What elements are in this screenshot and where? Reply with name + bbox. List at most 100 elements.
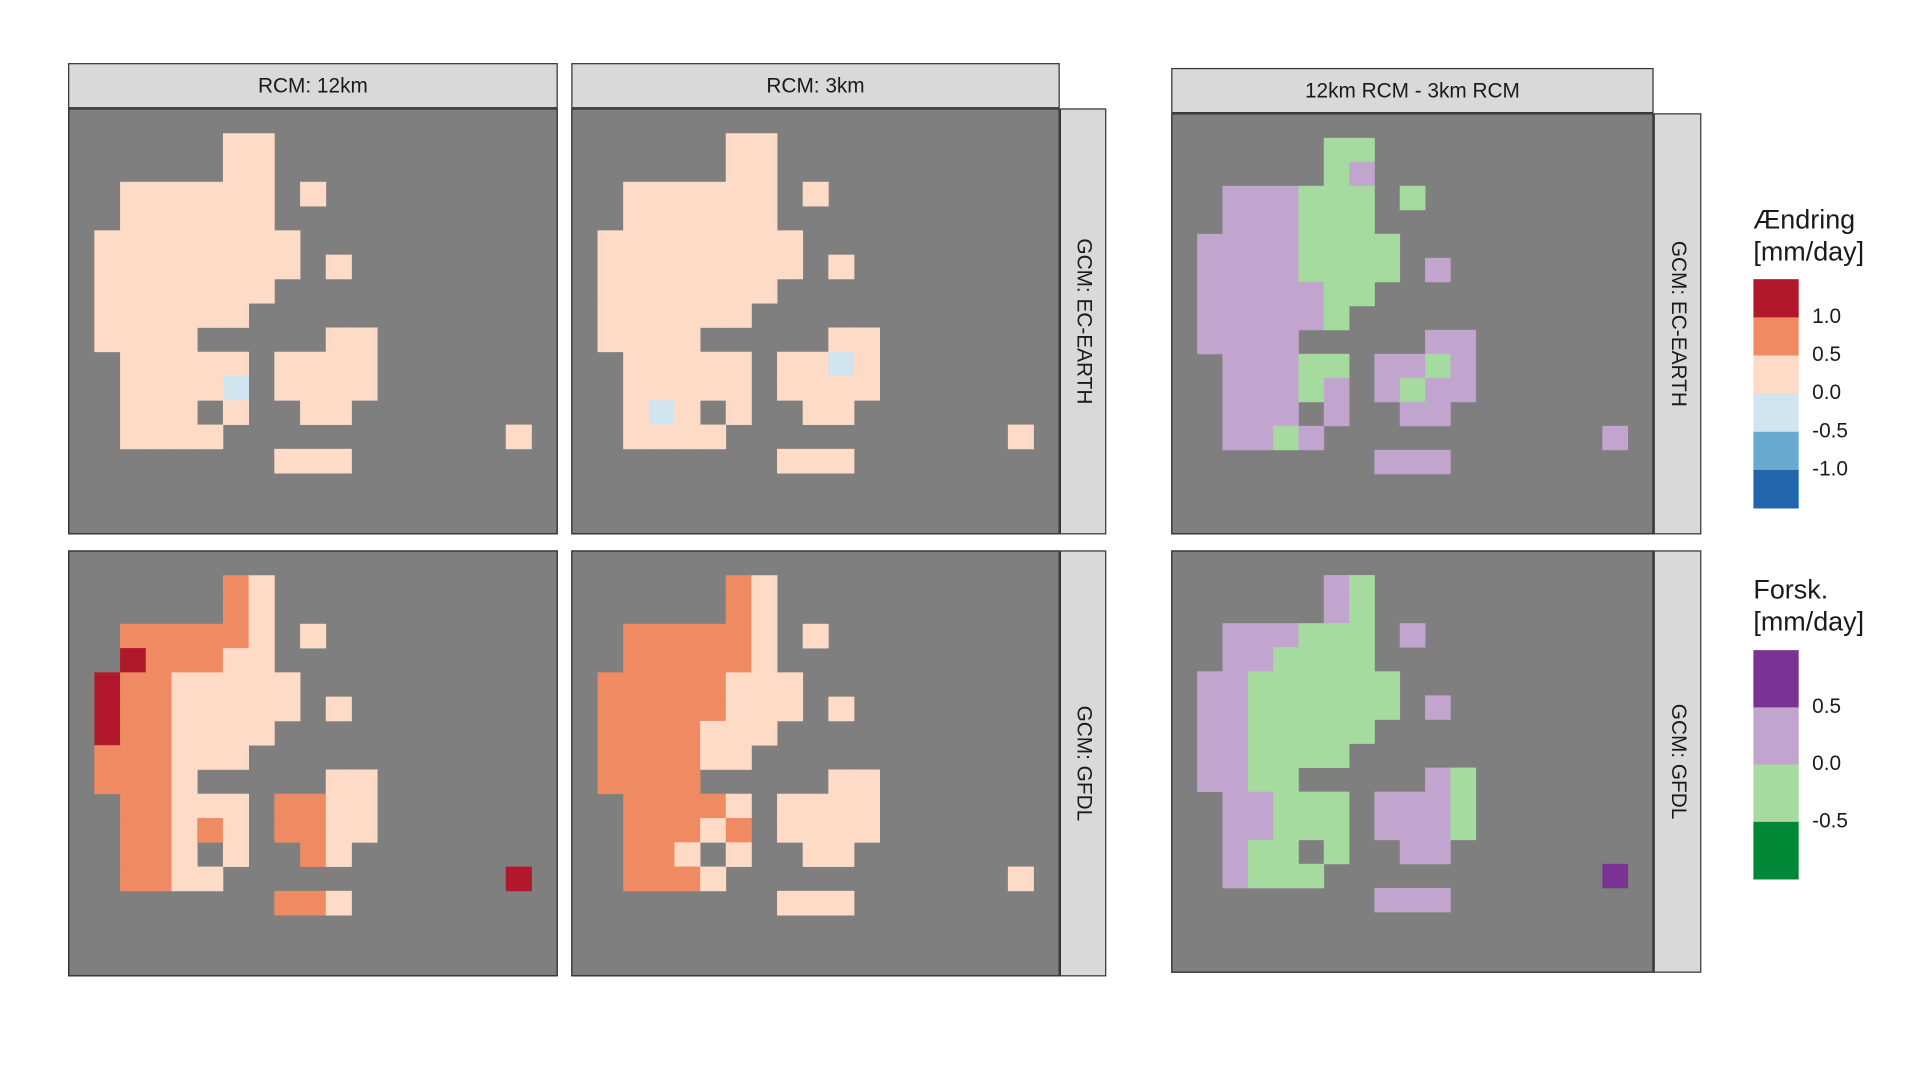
raster-cell bbox=[648, 351, 675, 377]
raster-cell bbox=[700, 303, 727, 328]
raster-cell bbox=[145, 745, 172, 770]
raster-cell bbox=[248, 278, 275, 304]
raster-cell bbox=[802, 376, 829, 401]
legend-swatch bbox=[1753, 650, 1799, 708]
raster-cell bbox=[674, 623, 701, 649]
raster-cell bbox=[145, 623, 172, 649]
raster-cell bbox=[351, 327, 378, 353]
map-panel bbox=[1171, 550, 1654, 973]
raster-cell bbox=[1222, 353, 1249, 379]
raster-cell bbox=[700, 254, 727, 280]
raster-cell bbox=[222, 206, 250, 231]
legend-swatch bbox=[1753, 431, 1799, 471]
raster-cell bbox=[325, 448, 352, 474]
raster-cell bbox=[222, 376, 250, 401]
facet-column-label: RCM: 12km bbox=[258, 74, 368, 97]
raster-cell bbox=[145, 181, 172, 207]
legend-label: 0.0 bbox=[1812, 381, 1841, 404]
raster-cell bbox=[1197, 305, 1223, 331]
raster-cell bbox=[325, 400, 352, 425]
raster-cell bbox=[623, 230, 650, 256]
raster-cell bbox=[197, 745, 224, 770]
raster-cell bbox=[197, 230, 224, 256]
legend-label: -0.5 bbox=[1812, 419, 1848, 442]
raster-cell bbox=[1222, 209, 1249, 235]
raster-cell bbox=[351, 351, 378, 377]
raster-cell bbox=[828, 842, 855, 867]
raster-cell bbox=[300, 448, 327, 474]
raster-cell bbox=[222, 623, 250, 649]
raster-cell bbox=[1374, 791, 1401, 817]
raster-cell bbox=[351, 793, 378, 819]
raster-cell bbox=[674, 181, 701, 207]
raster-cell bbox=[648, 745, 675, 770]
raster-cell bbox=[197, 278, 224, 304]
legend-label: 0.0 bbox=[1812, 752, 1841, 775]
raster-cell bbox=[1273, 623, 1299, 648]
raster-cell bbox=[802, 818, 829, 843]
raster-cell bbox=[648, 424, 675, 450]
raster-cell bbox=[751, 648, 778, 673]
raster-cell bbox=[351, 818, 378, 843]
raster-cell bbox=[120, 400, 147, 425]
raster-cell bbox=[648, 278, 675, 304]
raster-cell bbox=[325, 769, 352, 795]
raster-cell bbox=[777, 351, 804, 377]
raster-cell bbox=[145, 424, 172, 450]
raster-cell bbox=[1273, 839, 1299, 865]
raster-cell bbox=[725, 230, 752, 256]
raster-cell bbox=[725, 181, 752, 207]
raster-cell bbox=[853, 818, 881, 843]
raster-cell bbox=[674, 648, 701, 673]
raster-cell bbox=[853, 376, 881, 401]
raster-cell bbox=[1222, 281, 1249, 307]
raster-cell bbox=[300, 818, 327, 843]
raster-cell bbox=[94, 230, 121, 256]
raster-cell bbox=[145, 793, 172, 819]
raster-cell bbox=[648, 206, 675, 231]
raster-cell bbox=[274, 818, 301, 843]
raster-cell bbox=[1349, 161, 1375, 187]
raster-cell bbox=[1247, 863, 1274, 889]
raster-cell bbox=[751, 672, 778, 698]
raster-cell bbox=[120, 818, 147, 843]
raster-cell bbox=[145, 842, 172, 867]
panel-border bbox=[68, 550, 558, 977]
raster-cell bbox=[145, 303, 172, 328]
raster-cell bbox=[623, 842, 650, 867]
raster-cell bbox=[674, 696, 701, 722]
panel-border bbox=[68, 108, 558, 535]
raster-cell bbox=[700, 866, 727, 892]
raster-cell bbox=[725, 133, 752, 158]
raster-cell bbox=[597, 230, 624, 256]
legend-title: [mm/day] bbox=[1753, 606, 1864, 636]
raster-cell bbox=[623, 206, 650, 231]
raster-cell bbox=[94, 303, 121, 328]
raster-cell bbox=[1247, 743, 1274, 768]
raster-cell bbox=[700, 351, 727, 377]
raster-cell bbox=[94, 672, 121, 698]
raster-cell bbox=[751, 599, 778, 625]
raster-cell bbox=[120, 720, 147, 746]
raster-cell bbox=[1349, 599, 1375, 624]
raster-cell bbox=[648, 254, 675, 280]
raster-cell bbox=[623, 400, 650, 425]
raster-cell bbox=[623, 648, 650, 673]
raster-cell bbox=[120, 351, 147, 377]
raster-cell bbox=[725, 648, 752, 673]
facet-row-label: GCM: EC-EARTH bbox=[1667, 241, 1690, 407]
raster-cell bbox=[145, 254, 172, 280]
raster-cell bbox=[853, 351, 881, 377]
raster-cell bbox=[1323, 815, 1350, 841]
raster-cell bbox=[248, 230, 275, 256]
raster-cell bbox=[700, 745, 727, 770]
raster-cell bbox=[751, 181, 778, 207]
raster-cell bbox=[1399, 377, 1426, 403]
raster-cell bbox=[197, 672, 224, 698]
raster-cell bbox=[120, 424, 147, 450]
raster-cell bbox=[648, 793, 675, 819]
raster-cell bbox=[1222, 305, 1249, 331]
raster-cell bbox=[674, 672, 701, 698]
raster-cell bbox=[1399, 887, 1426, 913]
raster-cell bbox=[1273, 281, 1299, 307]
